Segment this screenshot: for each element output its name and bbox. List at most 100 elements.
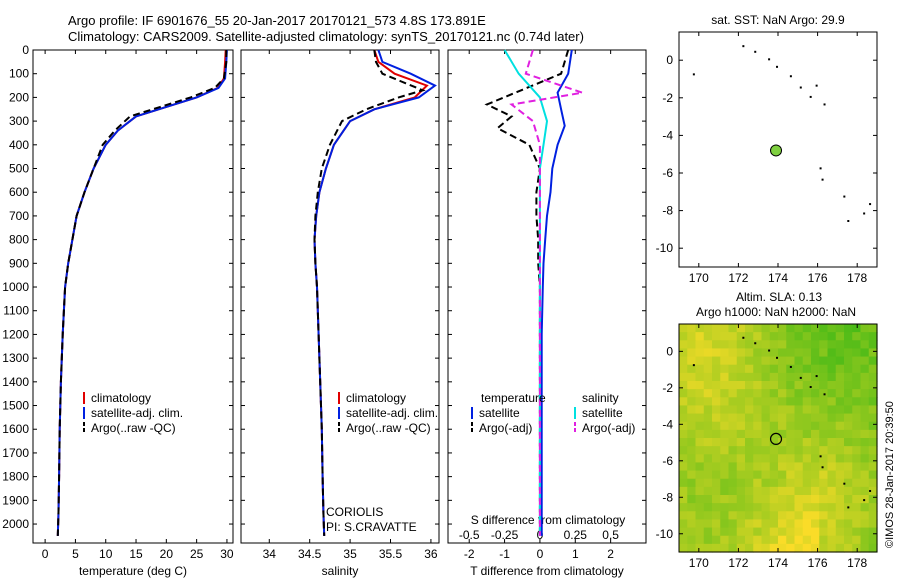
- sla-heatmap-cell: [852, 356, 862, 366]
- sla-heatmap-cell: [761, 495, 771, 504]
- sla-heatmap-cell: [844, 519, 853, 529]
- sla-heatmap-cell: [868, 535, 878, 545]
- sla-heatmap-cell: [695, 470, 705, 480]
- sla-heatmap-cell: [753, 348, 763, 358]
- difference-x-label: -2: [464, 547, 475, 561]
- depth-tick-label: 800: [9, 233, 29, 247]
- sla-heatmap-cell: [703, 429, 713, 439]
- sla-heatmap-cell: [819, 503, 829, 512]
- sla-heatmap-cell: [720, 519, 730, 529]
- sla-heatmap-cell: [769, 543, 779, 553]
- sla-heatmap-cell: [745, 340, 754, 350]
- sla-heatmap-cell: [728, 397, 738, 407]
- sla-heatmap-cell: [720, 405, 730, 415]
- sla-heatmap-cell: [778, 470, 787, 480]
- sla-heatmap-cell: [778, 535, 787, 545]
- sla-heatmap-cell: [860, 413, 870, 423]
- sla-heatmap-cell: [736, 511, 746, 521]
- sla-map-x-tick-label: 174: [768, 556, 788, 570]
- sla-heatmap-cell: [695, 446, 705, 455]
- sla-heatmap-cell: [778, 486, 787, 496]
- sla-heatmap-cell: [819, 438, 829, 447]
- sla-heatmap-cell: [835, 389, 845, 398]
- sla-heatmap-cell: [852, 364, 862, 374]
- sla-heatmap-cell: [736, 519, 746, 529]
- sla-map-coastline-point: [863, 499, 866, 502]
- sla-heatmap-cell: [868, 454, 878, 464]
- sla-heatmap-cell: [769, 527, 779, 537]
- sla-heatmap-cell: [868, 527, 878, 537]
- sla-heatmap-cell: [852, 478, 862, 488]
- sla-heatmap-cell: [679, 421, 688, 431]
- temperature-x-label: 20: [160, 547, 174, 561]
- sla-heatmap-cell: [811, 356, 820, 366]
- sla-heatmap-cell: [844, 381, 853, 390]
- sla-heatmap-cell: [703, 478, 713, 488]
- sla-heatmap-cell: [761, 389, 771, 398]
- sla-heatmap-cell: [745, 535, 754, 545]
- sla-heatmap-cell: [720, 543, 730, 553]
- salinity-legend-label: Argo(..raw -QC): [346, 421, 431, 435]
- salinity-legend-label: climatology: [346, 391, 406, 405]
- sla-heatmap-cell: [745, 372, 754, 382]
- sst-map-coastline-point: [847, 220, 850, 222]
- sla-heatmap-cell: [811, 438, 820, 447]
- sla-heatmap-cell: [827, 356, 837, 366]
- sla-heatmap-cell: [679, 348, 688, 358]
- sla-heatmap-cell: [860, 486, 870, 496]
- sla-heatmap-cell: [736, 486, 746, 496]
- sla-heatmap-cell: [687, 421, 697, 431]
- sla-heatmap-cell: [778, 495, 787, 504]
- sla-heatmap-cell: [736, 332, 746, 341]
- sla-heatmap-cell: [868, 332, 878, 341]
- sla-heatmap-cell: [852, 324, 862, 333]
- sla-heatmap-cell: [794, 486, 804, 496]
- sla-heatmap-cell: [835, 535, 845, 545]
- salinity-legend-label: satellite-adj. clim.: [346, 406, 438, 420]
- sla-heatmap-cell: [794, 381, 804, 390]
- sla-heatmap-cell: [778, 503, 787, 512]
- sla-heatmap-cell: [720, 495, 730, 504]
- sla-map-coastline-point: [809, 386, 812, 389]
- sla-heatmap-cell: [835, 527, 845, 537]
- sla-heatmap-cell: [703, 462, 713, 472]
- sla-heatmap-cell: [844, 389, 853, 398]
- sla-heatmap-cell: [786, 324, 796, 333]
- sla-heatmap-cell: [769, 364, 779, 374]
- sla-heatmap-cell: [794, 503, 804, 512]
- sla-heatmap-cell: [761, 397, 771, 407]
- sla-heatmap-cell: [827, 405, 837, 415]
- sla-heatmap-cell: [819, 527, 829, 537]
- sla-heatmap-cell: [802, 486, 812, 496]
- sla-heatmap-cell: [679, 503, 688, 512]
- sla-heatmap-cell: [745, 503, 754, 512]
- sla-heatmap-cell: [728, 486, 738, 496]
- sla-heatmap-cell: [761, 438, 771, 447]
- sla-heatmap-cell: [819, 421, 829, 431]
- sla-heatmap-cell: [835, 405, 845, 415]
- sla-heatmap-cell: [753, 364, 763, 374]
- sla-heatmap-cell: [868, 478, 878, 488]
- sla-heatmap-cell: [695, 413, 705, 423]
- sla-heatmap-cell: [802, 372, 812, 382]
- sla-heatmap-cell: [769, 413, 779, 423]
- sla-heatmap-cell: [769, 503, 779, 512]
- sla-heatmap-cell: [712, 535, 721, 545]
- sla-heatmap-cell: [703, 364, 713, 374]
- sla-heatmap-cell: [736, 462, 746, 472]
- sla-heatmap-cell: [728, 503, 738, 512]
- sla-heatmap-cell: [844, 470, 853, 480]
- sla-heatmap-cell: [811, 324, 820, 333]
- sst-map-title: sat. SST: NaN Argo: 29.9: [711, 13, 845, 27]
- sla-heatmap-cell: [761, 535, 771, 545]
- sst-map-x-tick-label: 172: [728, 271, 748, 285]
- sla-heatmap-cell: [794, 543, 804, 553]
- sla-heatmap-cell: [703, 503, 713, 512]
- sla-heatmap-cell: [835, 429, 845, 439]
- sla-heatmap-cell: [794, 446, 804, 455]
- sla-heatmap-cell: [720, 478, 730, 488]
- sla-heatmap-cell: [687, 527, 697, 537]
- sla-heatmap-cell: [794, 470, 804, 480]
- depth-tick-label: 1800: [2, 470, 29, 484]
- sla-heatmap-cell: [852, 372, 862, 382]
